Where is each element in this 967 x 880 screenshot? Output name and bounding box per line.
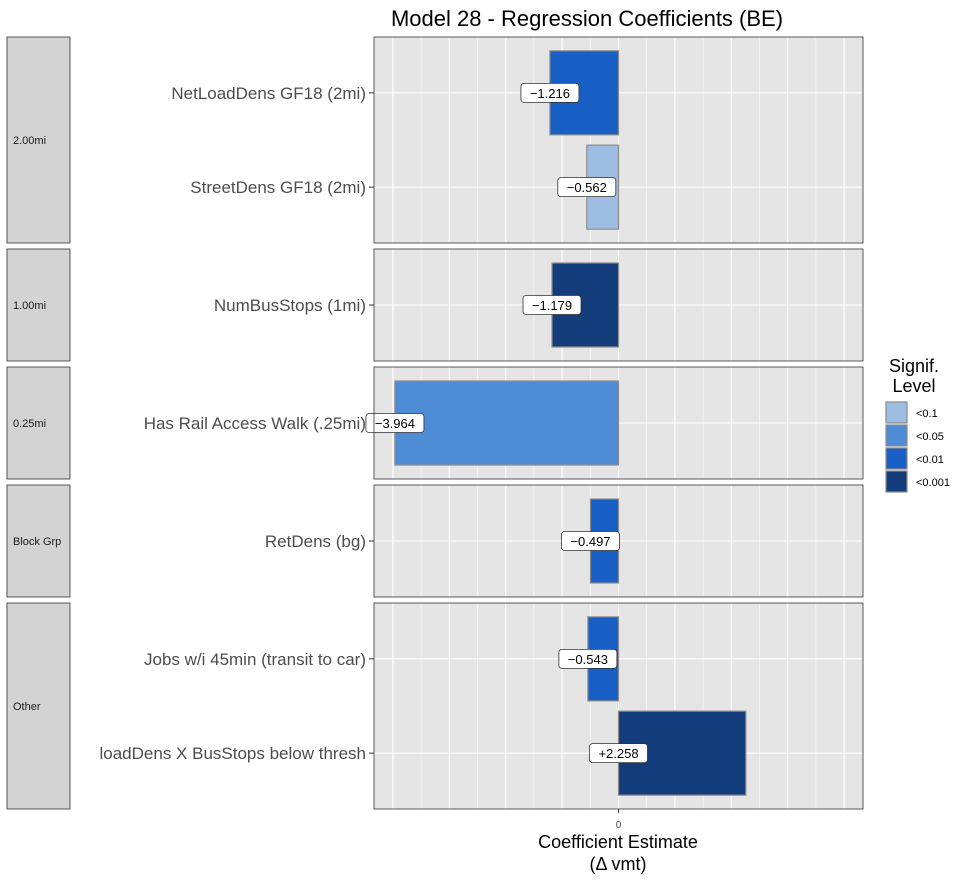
legend-label: <0.05 bbox=[916, 431, 944, 443]
facet-strip-label: Other bbox=[13, 701, 41, 713]
y-tick-label: Jobs w/i 45min (transit to car) bbox=[144, 650, 366, 669]
y-tick-label: NetLoadDens GF18 (2mi) bbox=[171, 84, 366, 103]
facet-strip-label: 1.00mi bbox=[13, 300, 46, 312]
panel-border bbox=[373, 248, 864, 362]
data-label-box bbox=[557, 177, 617, 198]
data-label: −0.543 bbox=[558, 648, 618, 669]
data-label-text: −1.179 bbox=[532, 298, 572, 313]
signif-legend: Signif. Level <0.1 <0.05 <0.01 <0.001 bbox=[885, 356, 950, 493]
facet-strip bbox=[6, 36, 71, 244]
legend-swatch bbox=[885, 447, 908, 470]
facet-panels: 2.00mi NetLoadDens GF18 (2mi) −1.216 Street… bbox=[6, 36, 864, 813]
legend-title-line1: Signif. bbox=[889, 356, 939, 376]
y-tick-label: Has Rail Access Walk (.25mi) bbox=[144, 414, 366, 433]
y-tick-label: StreetDens GF18 (2mi) bbox=[190, 178, 366, 197]
data-label: −1.179 bbox=[522, 295, 582, 315]
y-tick-label: RetDens (bg) bbox=[265, 532, 366, 551]
data-label-text: +2.258 bbox=[598, 746, 638, 761]
y-tick-label: loadDens X BusStops below thresh bbox=[100, 744, 367, 763]
bar bbox=[394, 380, 620, 466]
legend-label: <0.1 bbox=[916, 408, 938, 420]
panel-border bbox=[373, 36, 864, 244]
facet-strip bbox=[6, 248, 71, 362]
chart-title: Model 28 - Regression Coefficients (BE) bbox=[391, 6, 783, 31]
data-label-text: −0.543 bbox=[568, 652, 608, 667]
data-label-text: −0.562 bbox=[567, 180, 607, 195]
facet-0: 2.00mi NetLoadDens GF18 (2mi) −1.216 Street… bbox=[6, 36, 864, 244]
data-label-box bbox=[522, 295, 582, 315]
x-axis-title-line2: (Δ vmt) bbox=[589, 854, 646, 874]
facet-strip bbox=[6, 484, 71, 598]
facet-3: Block Grp RetDens (bg) −0.497 bbox=[6, 484, 864, 598]
facet-1: 1.00mi NumBusStops (1mi) −1.179 bbox=[6, 248, 864, 362]
data-label: −1.216 bbox=[520, 82, 580, 103]
data-label: +2.258 bbox=[589, 743, 648, 764]
panel-border bbox=[373, 484, 864, 598]
legend-items: <0.1 <0.05 <0.01 <0.001 bbox=[885, 401, 950, 493]
legend-label: <0.01 bbox=[916, 454, 944, 466]
data-label-box bbox=[520, 82, 580, 103]
data-label-text: −0.497 bbox=[570, 534, 610, 549]
facet-4: Other Jobs w/i 45min (transit to car) −0.5… bbox=[6, 602, 864, 810]
facet-strip bbox=[6, 366, 71, 480]
data-label: −0.497 bbox=[561, 531, 620, 551]
facet-2: 0.25mi Has Rail Access Walk (.25mi) −3.964 bbox=[6, 366, 864, 480]
data-label: −3.964 bbox=[365, 413, 425, 433]
x-axis-title-line1: Coefficient Estimate bbox=[538, 832, 698, 852]
data-label-text: −1.216 bbox=[530, 86, 570, 101]
legend-swatch bbox=[885, 470, 908, 493]
facet-strip bbox=[6, 602, 71, 810]
legend-label: <0.001 bbox=[916, 477, 950, 489]
y-tick-label: NumBusStops (1mi) bbox=[214, 296, 366, 315]
legend-swatch bbox=[885, 424, 908, 447]
legend-title-line2: Level bbox=[892, 376, 935, 396]
facet-strip-label: Block Grp bbox=[13, 536, 61, 548]
data-label: −0.562 bbox=[557, 177, 617, 198]
data-label-box bbox=[589, 743, 648, 764]
legend-swatch bbox=[885, 401, 908, 424]
facet-strip-label: 0.25mi bbox=[13, 418, 46, 430]
data-label-box bbox=[561, 531, 620, 551]
data-label-text: −3.964 bbox=[375, 416, 415, 431]
facet-strip-label: 2.00mi bbox=[13, 135, 46, 147]
x-tick-label-0: 0 bbox=[616, 820, 622, 831]
data-label-box bbox=[558, 648, 618, 669]
data-label-box bbox=[365, 413, 425, 433]
panel-border bbox=[373, 366, 864, 480]
